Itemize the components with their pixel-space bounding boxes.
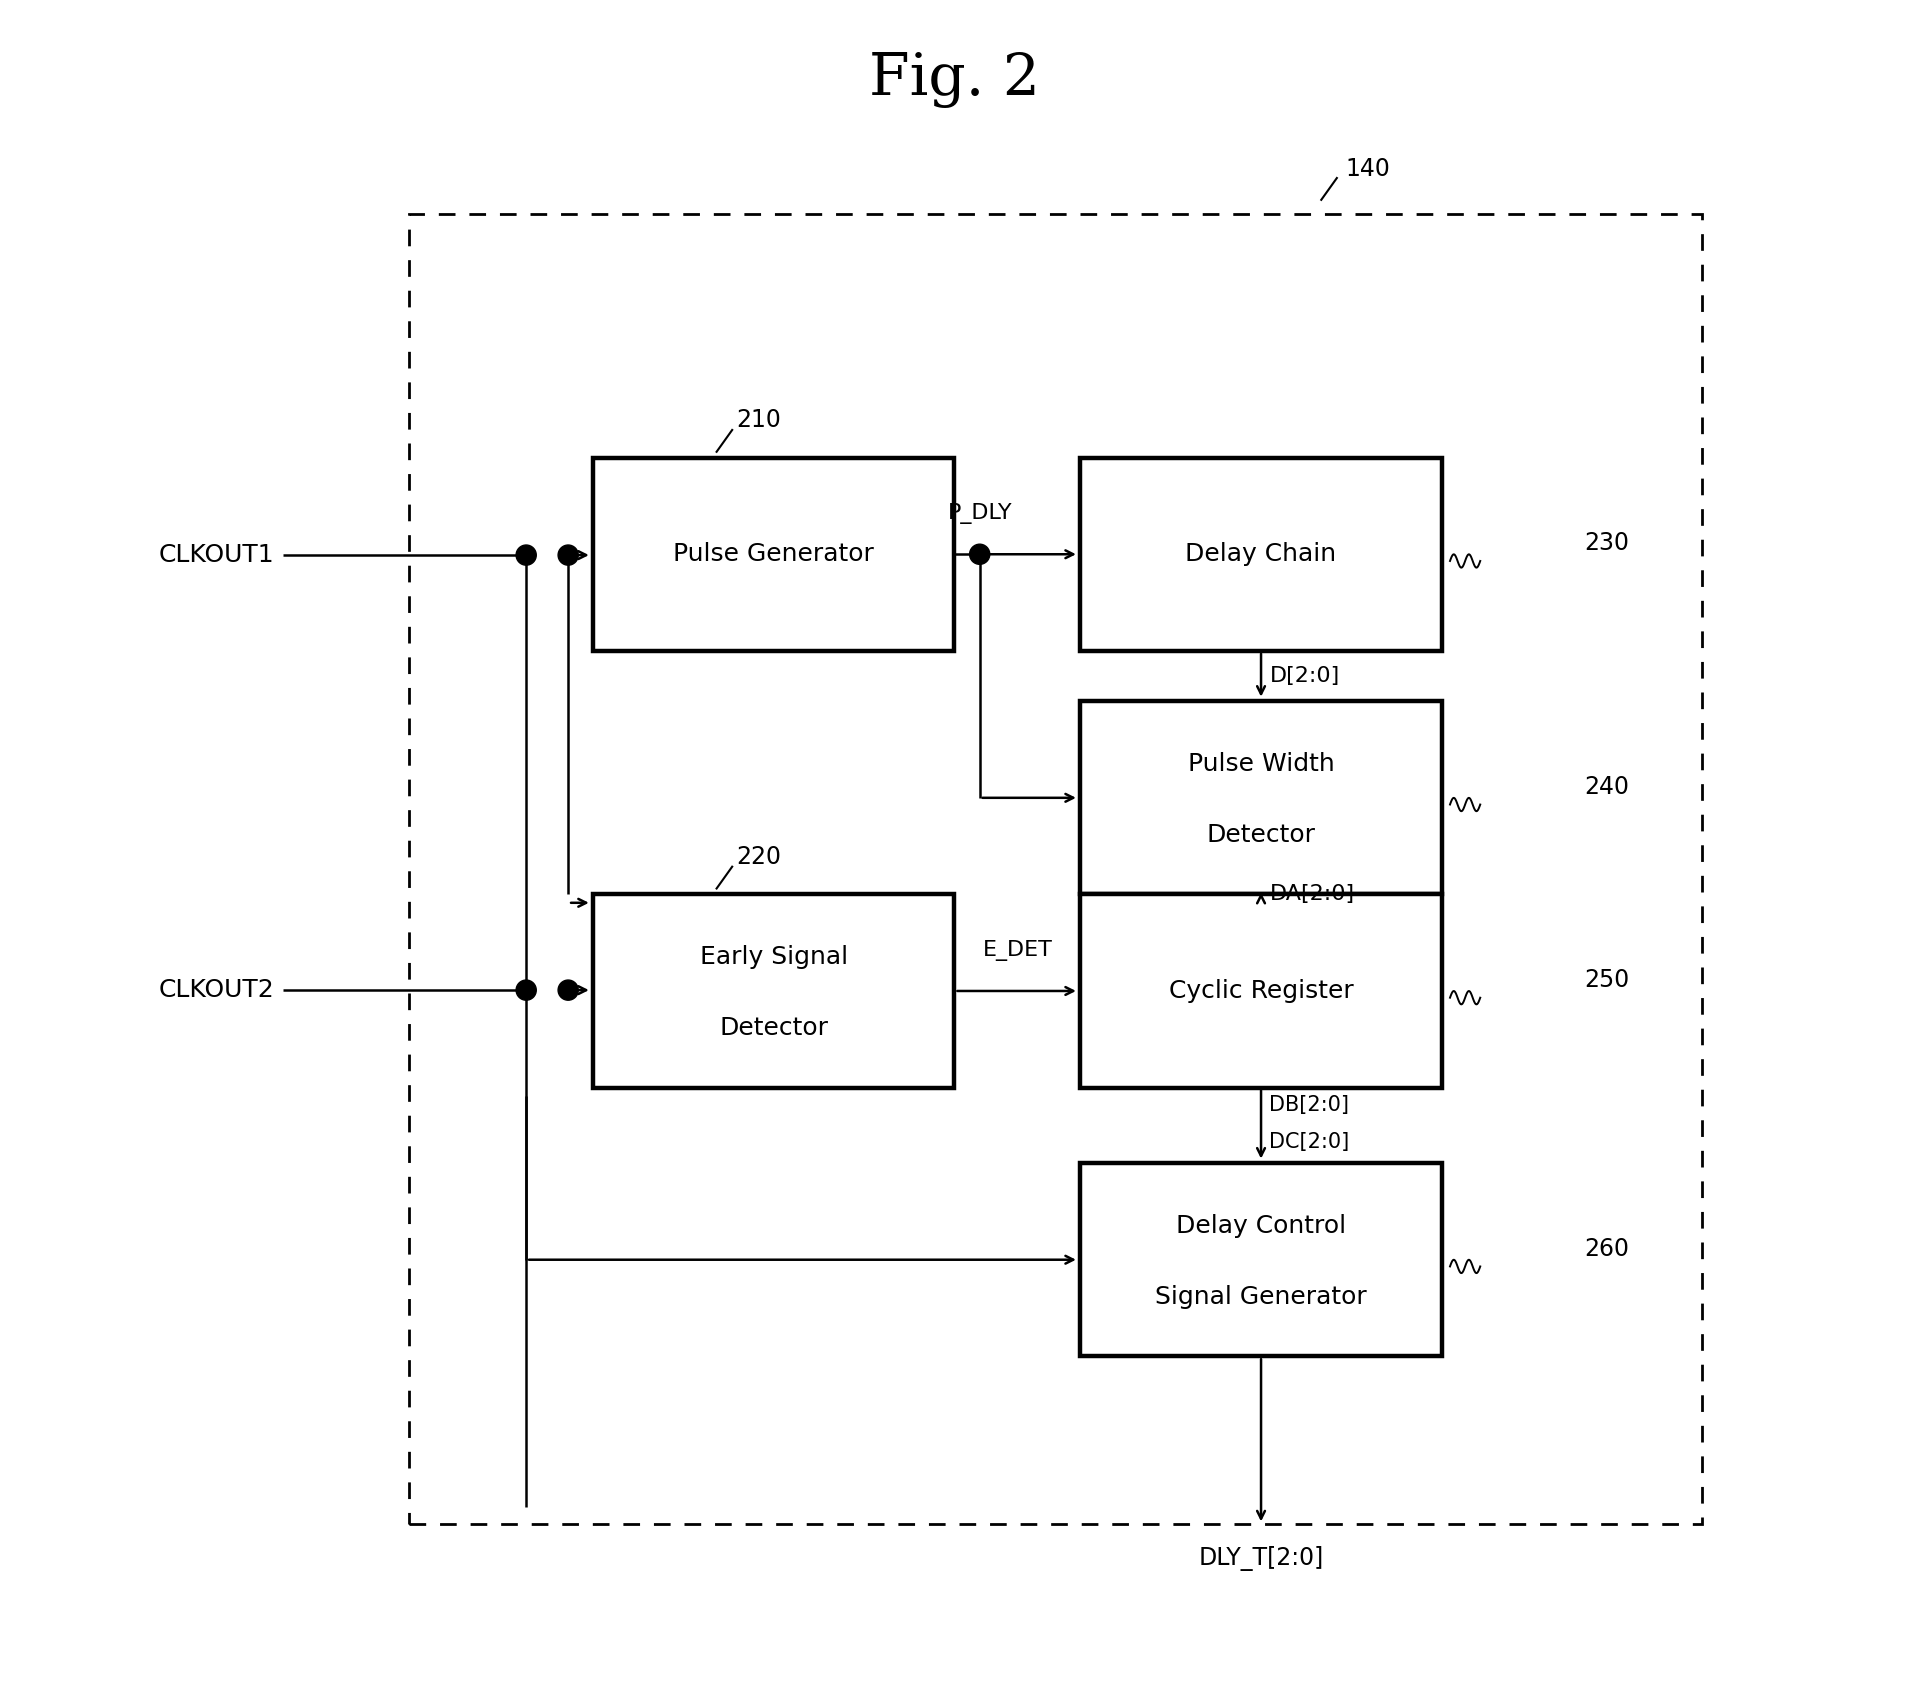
Bar — [1080, 1163, 1441, 1355]
Text: CLKOUT1: CLKOUT1 — [158, 544, 275, 567]
Text: Pulse Generator: Pulse Generator — [674, 542, 874, 565]
Bar — [594, 457, 954, 652]
Text: 210: 210 — [737, 408, 781, 432]
Circle shape — [557, 545, 578, 565]
Text: E_DET: E_DET — [983, 940, 1052, 960]
Text: Delay Chain: Delay Chain — [1185, 542, 1336, 565]
Text: DLY_T[2:0]: DLY_T[2:0] — [1199, 1546, 1323, 1572]
Text: 240: 240 — [1584, 775, 1630, 798]
Bar — [594, 895, 954, 1087]
Text: 230: 230 — [1584, 532, 1630, 555]
Circle shape — [515, 981, 536, 1001]
Text: Signal Generator: Signal Generator — [1155, 1285, 1367, 1308]
Text: Pulse Width: Pulse Width — [1187, 753, 1334, 776]
Text: DA[2:0]: DA[2:0] — [1269, 885, 1355, 905]
Bar — [1080, 895, 1441, 1087]
Text: Detector: Detector — [720, 1016, 829, 1040]
Text: Detector: Detector — [1206, 822, 1315, 847]
Circle shape — [970, 544, 989, 564]
Text: Cyclic Register: Cyclic Register — [1168, 979, 1353, 1003]
Circle shape — [557, 981, 578, 1001]
Text: D[2:0]: D[2:0] — [1269, 667, 1340, 685]
Text: 250: 250 — [1584, 967, 1630, 993]
Text: CLKOUT2: CLKOUT2 — [158, 977, 275, 1003]
Bar — [1080, 457, 1441, 652]
Text: 140: 140 — [1346, 157, 1392, 181]
Text: P_DLY: P_DLY — [947, 503, 1012, 523]
Text: 220: 220 — [737, 846, 781, 869]
Text: DC[2:0]: DC[2:0] — [1269, 1133, 1350, 1153]
Text: DB[2:0]: DB[2:0] — [1269, 1096, 1350, 1116]
Text: 260: 260 — [1584, 1237, 1630, 1261]
Circle shape — [515, 545, 536, 565]
Bar — [409, 214, 1703, 1524]
Bar — [1080, 701, 1441, 895]
Text: Fig. 2: Fig. 2 — [869, 52, 1040, 108]
Text: Early Signal: Early Signal — [701, 945, 848, 969]
Text: Delay Control: Delay Control — [1176, 1214, 1346, 1237]
